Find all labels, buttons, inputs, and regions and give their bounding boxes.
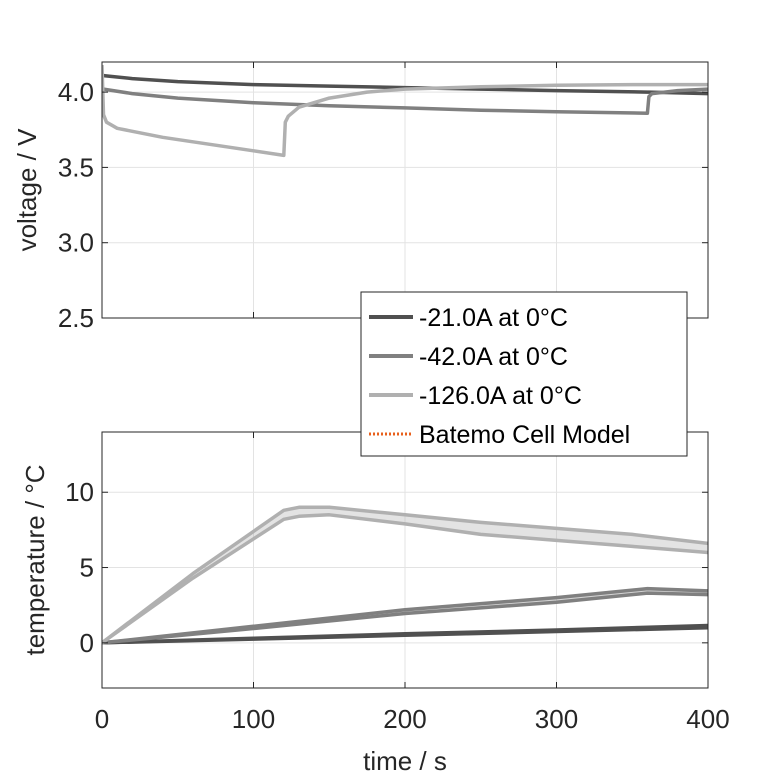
legend-label: -21.0A at 0°C bbox=[419, 304, 568, 332]
y-tick-label: 2.5 bbox=[58, 303, 94, 333]
series-line bbox=[102, 586, 708, 645]
x-tick-label: 100 bbox=[232, 704, 275, 734]
series-line bbox=[102, 513, 708, 645]
legend-label: -42.0A at 0°C bbox=[419, 343, 568, 371]
y-axis-label: temperature / °C bbox=[20, 464, 50, 655]
y-tick-label: 10 bbox=[65, 477, 94, 507]
plot-area bbox=[102, 505, 708, 645]
y-axis-label: voltage / V bbox=[12, 128, 42, 252]
voltage-axes: 2.5 3.0 3.5 4.0 voltage / V bbox=[12, 61, 709, 333]
x-axis-label: time / s bbox=[363, 746, 447, 776]
legend-label: -126.0A at 0°C bbox=[419, 382, 582, 410]
series-line bbox=[102, 64, 708, 158]
series-line bbox=[102, 86, 708, 115]
legend: -21.0A at 0°C -42.0A at 0°C -126.0A at 0°C… bbox=[360, 291, 688, 457]
x-tick-label: 300 bbox=[535, 704, 578, 734]
y-tick-label: 3.0 bbox=[58, 228, 94, 258]
plot-area bbox=[102, 64, 708, 158]
legend-label: Batemo Cell Model bbox=[419, 421, 630, 449]
y-tick-label: 3.5 bbox=[58, 152, 94, 182]
y-tick-label: 4.0 bbox=[58, 77, 94, 107]
series-line bbox=[102, 505, 708, 645]
series-line bbox=[102, 591, 708, 645]
x-tick-label: 400 bbox=[686, 704, 729, 734]
series-line bbox=[102, 626, 708, 645]
x-tick-label: 200 bbox=[383, 704, 426, 734]
y-tick-label: 0 bbox=[80, 628, 94, 658]
series-line bbox=[102, 72, 708, 96]
y-tick-label: 5 bbox=[80, 553, 94, 583]
legend-box bbox=[360, 291, 688, 457]
x-tick-label: 0 bbox=[95, 704, 109, 734]
